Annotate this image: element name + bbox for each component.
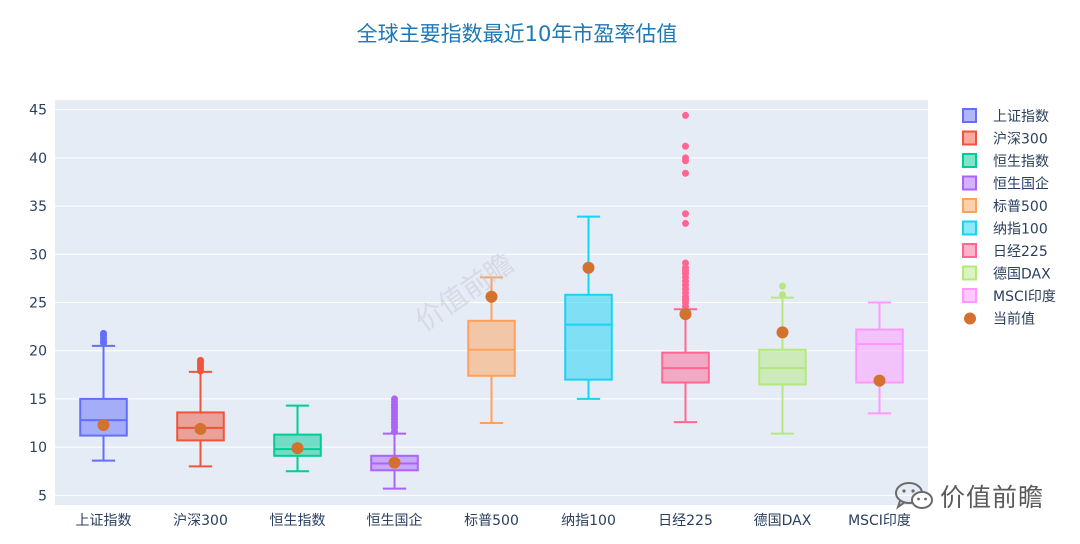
x-tick-label: MSCI印度	[848, 513, 911, 529]
y-tick-label: 45	[29, 103, 47, 119]
legend-swatch-current	[964, 312, 976, 325]
legend-label: 上证指数	[993, 109, 1049, 125]
outlier-point	[682, 111, 689, 119]
legend-swatch	[962, 175, 977, 191]
outlier-point	[682, 264, 689, 272]
legend-label: 恒生指数	[993, 154, 1049, 170]
box-6	[564, 215, 613, 400]
legend-label: 德国DAX	[993, 267, 1051, 283]
x-tick-label: 恒生国企	[367, 512, 423, 529]
box-7	[661, 111, 710, 424]
legend-label: 日经225	[993, 244, 1048, 260]
box-5	[467, 276, 516, 425]
legend-swatch	[962, 288, 977, 303]
legend-label: 恒生国企	[993, 176, 1049, 193]
legend-label: 纳指100	[993, 222, 1048, 238]
box-1	[79, 329, 128, 462]
current-value-point	[97, 418, 110, 431]
outlier-point	[682, 259, 689, 267]
y-tick-label: 20	[29, 344, 47, 360]
current-value-point	[194, 422, 207, 435]
wechat-icon	[894, 482, 933, 510]
legend-swatch	[962, 153, 977, 168]
legend-swatch	[962, 220, 977, 236]
outlier-point	[779, 282, 786, 290]
chart-title: 全球主要指数最近10年市盈率估值	[357, 22, 678, 46]
y-tick-label: 15	[29, 392, 47, 408]
box-8	[758, 282, 807, 435]
current-value-point	[291, 442, 304, 455]
x-tick-label: 日经225	[658, 513, 713, 529]
x-tick-label: 德国DAX	[754, 513, 812, 529]
outlier-point	[391, 395, 398, 403]
x-tick-label: 上证指数	[76, 513, 132, 529]
box-body	[176, 411, 225, 442]
brand-watermark: 价值前瞻	[894, 478, 1044, 514]
box-body	[855, 328, 904, 384]
legend-swatch	[962, 265, 977, 281]
y-axis: 5 10 15 20 25 30 35 40 45	[29, 103, 47, 505]
y-tick-label: 30	[29, 247, 47, 263]
current-value-point	[388, 456, 401, 469]
outlier-point	[682, 154, 689, 162]
x-axis: 上证指数 沪深300 恒生指数 恒生国企 标普500 纳指100 日经225 德国DAX MSC…	[76, 512, 911, 529]
legend-swatch	[962, 198, 977, 213]
box-9	[855, 301, 904, 415]
current-values	[97, 261, 886, 469]
y-tick-label: 10	[29, 440, 47, 456]
legend-swatch	[962, 243, 977, 258]
box-body	[467, 319, 516, 377]
outlier-point	[779, 291, 786, 299]
legend-label: 当前值	[993, 311, 1035, 328]
legend-swatch	[962, 130, 977, 146]
outlier-point	[197, 356, 204, 364]
legend-swatch	[962, 108, 977, 123]
outlier-point	[682, 210, 689, 218]
current-value-point	[776, 326, 789, 339]
legend-label: MSCI印度	[993, 289, 1056, 305]
x-tick-label: 纳指100	[561, 513, 616, 529]
current-value-point	[582, 261, 595, 274]
x-tick-label: 恒生指数	[270, 513, 326, 529]
outlier-point	[682, 219, 689, 227]
y-tick-label: 35	[29, 199, 47, 215]
y-tick-label: 40	[29, 151, 47, 167]
brand-text: 价值前瞻	[939, 483, 1044, 512]
outlier-point	[682, 142, 689, 150]
x-tick-label: 沪深300	[173, 513, 228, 529]
legend-label: 沪深300	[993, 132, 1048, 148]
box-series	[79, 111, 904, 490]
current-value-point	[873, 374, 886, 387]
y-tick-label: 25	[29, 296, 47, 312]
box-2	[176, 356, 225, 468]
y-tick-label: 5	[38, 488, 47, 504]
legend-label: 标普500	[993, 199, 1048, 215]
current-value-point	[679, 308, 692, 321]
x-tick-label: 标普500	[464, 513, 519, 529]
current-value-point	[485, 290, 498, 303]
outlier-point	[100, 329, 107, 337]
box-body	[564, 293, 613, 381]
outlier-point	[682, 169, 689, 177]
